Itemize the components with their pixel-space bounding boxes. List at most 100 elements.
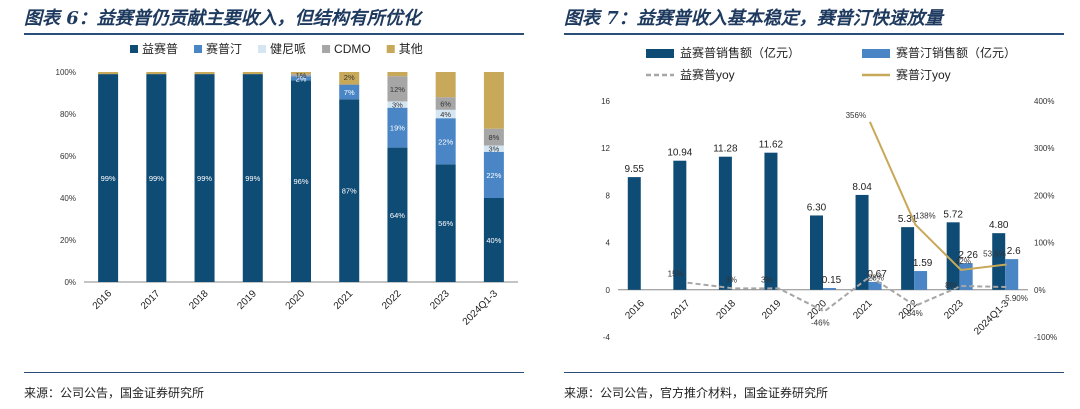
legend-swatch-r0 (646, 49, 674, 58)
left-figure-panel: 图表 6：益赛普仍贡献主要收入，但结构有所优化 益赛普 赛普汀 健尼哌 CDMO 其他 0… (24, 8, 524, 400)
legend-swatch-2 (258, 45, 267, 53)
bar-segment (387, 76, 408, 102)
data-label: 99% (245, 174, 260, 183)
data-label: 87% (342, 187, 357, 196)
data-label: 6% (440, 100, 451, 109)
line-label: 8% (945, 281, 957, 290)
legend-swatch-3 (322, 45, 331, 53)
bar-segment (435, 118, 456, 165)
x-tick-label: 2024Q1-3 (461, 288, 501, 328)
right-source-note: 来源：公司公告，官方推介材料，国金证券研究所 (564, 386, 829, 400)
x-tick-label: 2021 (851, 298, 875, 322)
x-tick-label: 2022 (380, 288, 404, 312)
bar-segment (387, 147, 408, 282)
bar-segment (339, 84, 360, 100)
line-label: 53.5% (983, 250, 1006, 259)
bar-segment (194, 74, 215, 282)
stacked-share-chart: 益赛普 赛普汀 健尼哌 CDMO 其他 0% 20% 40% 60% 80% 100% 2016 201… (56, 41, 518, 328)
bar-saiputing (1005, 259, 1019, 290)
data-label: 22% (438, 137, 453, 146)
bar-segment (483, 72, 504, 129)
bar-segment (242, 74, 263, 282)
data-label: 7% (344, 88, 355, 97)
right-title-rule (564, 33, 1064, 35)
legend-label-0: 益赛普 (142, 41, 178, 56)
bar-label-saiputing: 0.15 (822, 275, 842, 286)
bar-yisaipu (992, 233, 1006, 290)
x-tick-label: 2020 (284, 288, 308, 312)
x-tick-label: 2024Q1-3 (972, 298, 1012, 338)
x-tick-label: 2016 (623, 298, 647, 322)
data-label: 12% (390, 85, 405, 94)
data-label: 4% (440, 110, 451, 119)
bar-saiputing (823, 288, 836, 290)
bar-label-yisaipu: 10.94 (667, 148, 692, 159)
legend-label-4: 其他 (399, 42, 423, 56)
data-label: 40% (486, 236, 501, 245)
legend-swatch-1 (194, 45, 203, 53)
left-figure-title: 图表 6：益赛普仍贡献主要收入，但结构有所优化 (24, 8, 421, 29)
y-right-tick-label: 300% (1034, 144, 1054, 153)
y-right-tick-label: 400% (1034, 97, 1054, 106)
bar-segment (98, 74, 119, 282)
data-label: 19% (390, 124, 405, 133)
line-label: 3% (725, 275, 737, 284)
line-label: 28% (868, 274, 884, 283)
y-tick-label: 80% (60, 110, 76, 119)
data-label: 2% (296, 74, 307, 83)
bar-segment (483, 128, 504, 146)
bar-segment (387, 101, 408, 108)
legend-swatch-0 (130, 45, 138, 53)
bar-label-yisaipu: 5.72 (943, 209, 963, 220)
y-left-tick-label: 16 (601, 97, 610, 106)
data-label: 2% (344, 73, 355, 82)
bar-segment (339, 99, 360, 282)
y-tick-label: 0% (64, 278, 76, 287)
legend-label-r0: 益赛普销售额（亿元） (680, 45, 800, 60)
bar-label-yisaipu: 4.80 (989, 220, 1009, 231)
bar-segment (435, 72, 456, 98)
x-tick-label: 2018 (714, 298, 738, 322)
legend-label-2: 健尼哌 (270, 42, 306, 56)
data-label: 64% (390, 211, 405, 220)
legend-label-3: CDMO (334, 42, 371, 56)
line-yisaipu-yoy (687, 275, 1007, 313)
bar-segment (387, 72, 408, 77)
x-tick-label: 2019 (235, 288, 259, 312)
bar-yisaipu (855, 194, 869, 290)
bar-segment (291, 80, 311, 283)
bar-label-yisaipu: 11.62 (759, 140, 784, 151)
data-label: 99% (101, 174, 116, 183)
x-tick-label: 2021 (332, 288, 356, 312)
y-tick-label: 60% (60, 152, 76, 161)
left-source-note: 来源：公司公告，国金证券研究所 (24, 386, 205, 400)
x-tick-label: 2023 (942, 298, 966, 322)
data-label: 3% (488, 145, 499, 154)
x-tick-label: 2017 (139, 288, 163, 312)
x-tick-label: 2016 (91, 288, 115, 312)
legend-label-r2: 益赛普yoy (680, 67, 735, 82)
data-label: 56% (438, 219, 453, 228)
bar-segment (291, 72, 311, 75)
y-right-tick-label: -100% (1034, 333, 1057, 342)
bar-segment (435, 164, 456, 282)
bar-yisaipu (810, 215, 823, 290)
y-tick-label: 40% (60, 194, 76, 203)
bar-segment (435, 97, 456, 110)
legend-swatch-4 (386, 45, 395, 53)
bar-segment (387, 107, 408, 148)
bar-segment (291, 74, 311, 77)
left-title-rule (24, 33, 524, 35)
x-tick-label: 2019 (760, 298, 784, 322)
bar-label-saiputing: 1.59 (913, 258, 933, 269)
data-label: 1% (296, 71, 307, 80)
legend-label-r3: 赛普汀yoy (896, 67, 951, 82)
right-source-rule (564, 372, 1064, 373)
sales-yoy-chart: 益赛普销售额（亿元） 赛普汀销售额（亿元） 益赛普yoy 赛普汀yoy -4 0 4 8 12 1… (601, 45, 1057, 342)
bar-yisaipu (673, 160, 687, 290)
legend-swatch-r1 (862, 49, 890, 58)
right-figure-panel: 图表 7：益赛普收入基本稳定，赛普汀快速放量 益赛普销售额（亿元） 赛普汀销售额（… (540, 0, 1080, 409)
line-label: 356% (846, 111, 866, 120)
bar-segment (435, 109, 456, 119)
y-right-tick-label: 0% (1034, 286, 1046, 295)
